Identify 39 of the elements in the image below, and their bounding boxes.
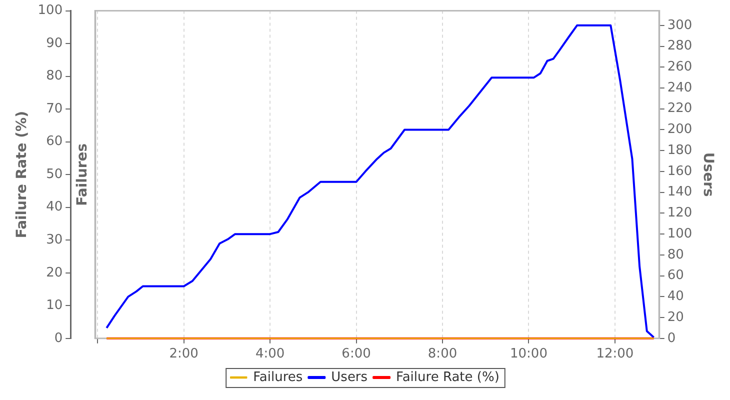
y2-tick-label: 300 bbox=[667, 18, 692, 33]
y2-tick-label: 40 bbox=[667, 289, 684, 304]
y-tick-label: 40 bbox=[46, 200, 63, 215]
y-axis-title: Failure Rate (%) bbox=[14, 111, 30, 238]
y2-tick-label: 220 bbox=[667, 101, 692, 116]
y2-tick-label: 200 bbox=[667, 122, 692, 138]
y2-tick-label: 280 bbox=[667, 38, 692, 54]
x-tick-label: 2:00 bbox=[169, 346, 198, 362]
y2-tick-label: 160 bbox=[667, 164, 692, 179]
y-tick-label: 50 bbox=[46, 166, 63, 182]
y-tick-label: 80 bbox=[46, 68, 63, 84]
y2-tick-label: 80 bbox=[667, 247, 684, 262]
y3-axis-title: Failures bbox=[74, 143, 91, 206]
y2-tick-label: 0 bbox=[667, 330, 676, 346]
y-tick-label: 10 bbox=[46, 298, 63, 314]
y-tick-label: 30 bbox=[46, 232, 63, 248]
x-tick-label: 8:00 bbox=[428, 346, 458, 362]
y2-tick-label: 60 bbox=[667, 268, 684, 284]
y2-axis-title: Users bbox=[700, 152, 716, 197]
y2-tick-label: 120 bbox=[667, 206, 692, 221]
legend-label: Failure Rate (%) bbox=[396, 370, 500, 385]
x-tick-label: 4:00 bbox=[255, 346, 285, 362]
y-tick-label: 20 bbox=[46, 265, 63, 280]
x-tick-label: 12:00 bbox=[596, 346, 634, 362]
legend-label: Failures bbox=[253, 370, 303, 385]
y2-tick-label: 260 bbox=[667, 60, 692, 75]
x-tick-label: 6:00 bbox=[342, 346, 371, 362]
y2-tick-label: 20 bbox=[667, 310, 684, 325]
y-tick-label: 60 bbox=[46, 134, 63, 150]
y-tick-label: 70 bbox=[46, 101, 63, 116]
x-tick-label: 10:00 bbox=[510, 346, 548, 362]
y2-tick-label: 180 bbox=[667, 142, 692, 158]
y2-tick-label: 100 bbox=[667, 226, 692, 242]
y2-tick-label: 240 bbox=[667, 80, 692, 96]
y-tick-label: 90 bbox=[46, 36, 63, 51]
y-tick-label: 100 bbox=[38, 3, 63, 18]
legend-label: Users bbox=[331, 370, 368, 385]
y2-tick-label: 140 bbox=[667, 184, 692, 200]
y-tick-label: 0 bbox=[54, 330, 63, 346]
